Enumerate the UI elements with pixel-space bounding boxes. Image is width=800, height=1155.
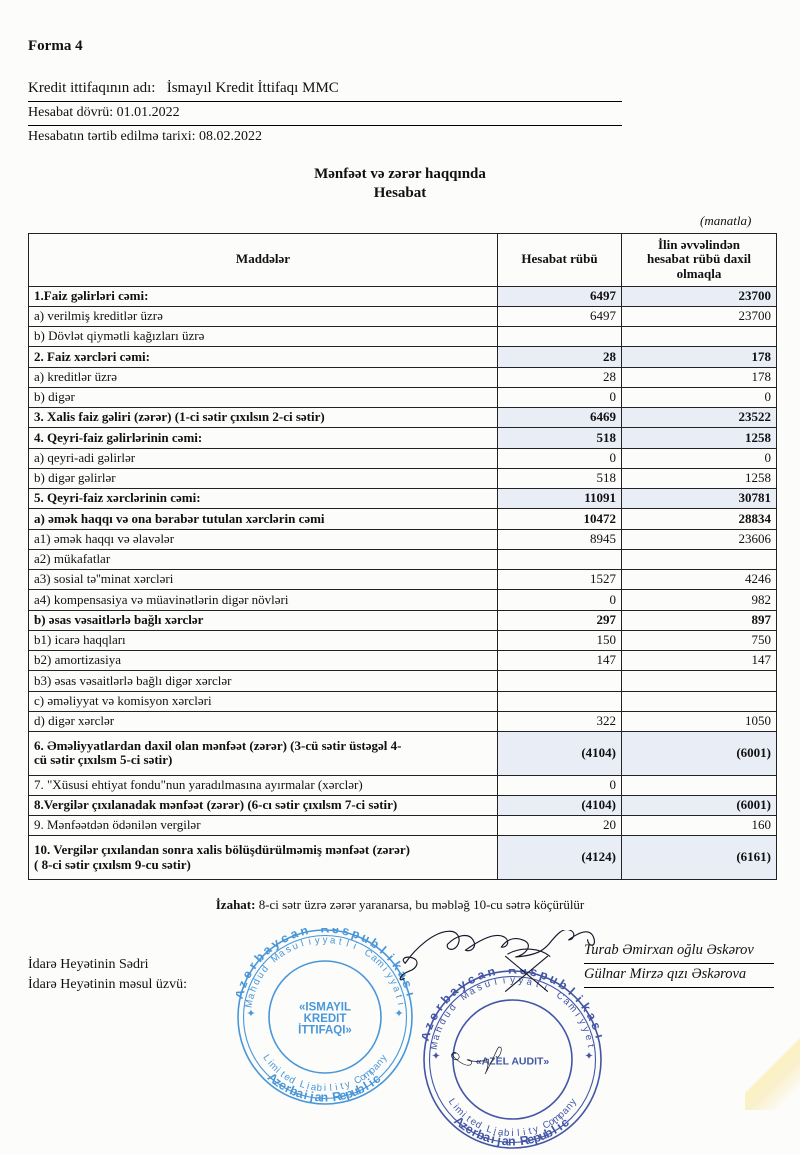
svg-text:a: a	[390, 985, 402, 995]
svg-text:«ISMAYIL: «ISMAYIL	[299, 1002, 351, 1014]
svg-text:i: i	[308, 936, 312, 947]
svg-text:✦: ✦	[584, 1050, 593, 1062]
svg-text:u: u	[291, 940, 300, 952]
svg-text:e: e	[582, 1033, 594, 1041]
svg-text:l: l	[516, 1127, 519, 1138]
svg-text:y: y	[579, 1025, 591, 1034]
svg-text:y: y	[576, 1017, 588, 1027]
svg-text:b: b	[316, 1083, 322, 1094]
svg-text:l: l	[345, 938, 350, 949]
svg-text:b: b	[503, 1127, 509, 1138]
svg-text:d: d	[446, 1002, 458, 1013]
svg-text:t: t	[338, 936, 343, 947]
svg-text:y: y	[314, 935, 320, 946]
svg-text:i: i	[334, 1082, 338, 1093]
svg-text:i: i	[324, 1083, 326, 1094]
svg-text:i: i	[352, 941, 358, 952]
svg-text:✦: ✦	[431, 1050, 440, 1062]
svg-text:✦: ✦	[246, 1008, 255, 1020]
svg-text:y: y	[323, 935, 328, 946]
svg-text:i: i	[395, 1002, 406, 1006]
svg-text:İTTIFAQI»: İTTIFAQI»	[298, 1024, 352, 1037]
svg-text:l: l	[300, 938, 305, 949]
svg-text:t: t	[393, 994, 404, 1000]
svg-text:a: a	[329, 935, 336, 947]
svg-text:✦: ✦	[394, 1008, 403, 1020]
svg-text:i: i	[511, 1128, 513, 1139]
svg-text:M: M	[428, 1040, 440, 1050]
svg-text:l: l	[329, 1083, 332, 1094]
svg-text:KREDIT: KREDIT	[304, 1013, 347, 1025]
